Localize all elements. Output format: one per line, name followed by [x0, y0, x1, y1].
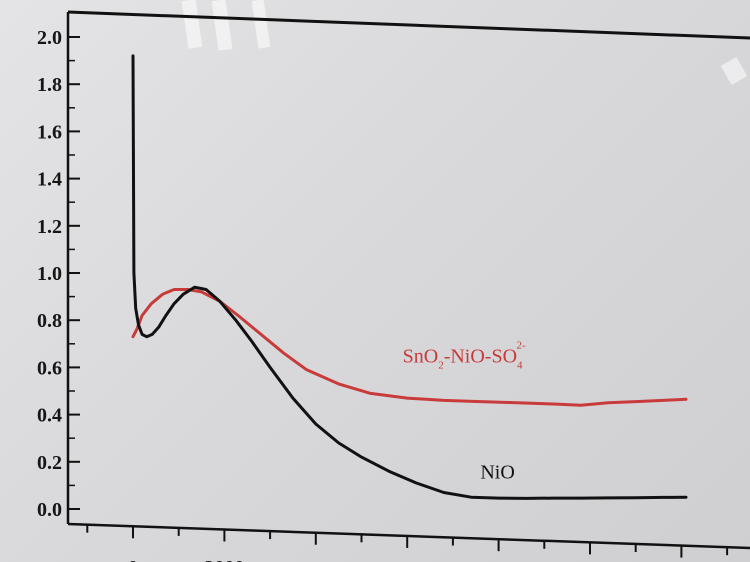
y-tick-label: 1.6 — [37, 121, 62, 143]
glare — [181, 0, 748, 86]
series-line — [131, 54, 688, 500]
series-layer — [131, 54, 688, 500]
x-axis-ticks: 0 2000 — [86, 524, 729, 562]
top-frame-line — [67, 10, 750, 40]
y-tick-label: 1.2 — [37, 216, 62, 238]
x-tick-label: 2000 — [204, 557, 244, 562]
series-annotation: NiO — [480, 461, 514, 483]
y-axis-ticks: 0.0 0.2 0.4 0.6 0.8 1.0 1.2 1.4 1.6 1.8 2.0 — [37, 27, 80, 521]
x-axis-line — [67, 522, 750, 550]
y-tick-label: 1.0 — [37, 263, 62, 285]
series-line — [131, 288, 688, 407]
y-tick-label: 1.4 — [37, 169, 62, 191]
annotations: NiO SnO2-NiO-SO42- — [403, 340, 526, 484]
y-tick-label: 0.2 — [37, 452, 62, 474]
x-tick-label: 0 — [128, 557, 138, 562]
y-tick-label: 0.4 — [37, 405, 62, 427]
y-tick-label: 0.8 — [37, 310, 62, 332]
series-annotation: SnO2-NiO-SO42- — [403, 340, 526, 372]
y-tick-label: 1.8 — [37, 74, 62, 96]
y-tick-label: 0.0 — [37, 499, 62, 521]
y-tick-label: 2.0 — [37, 27, 62, 49]
y-tick-label: 0.6 — [37, 357, 62, 379]
